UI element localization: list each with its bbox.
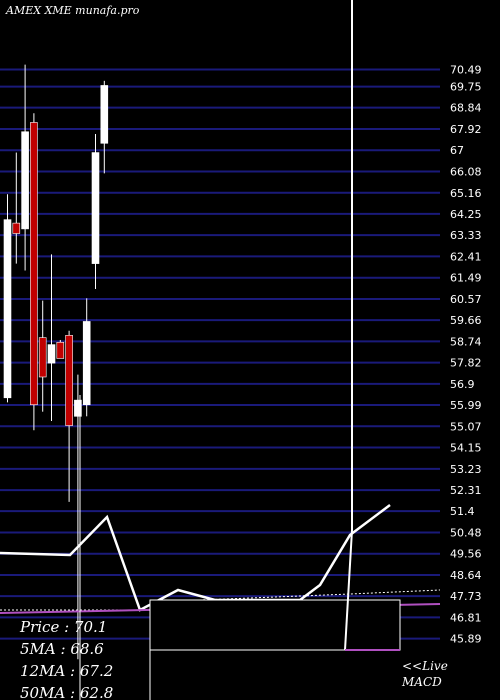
legend-item-50ma: 50MA : 62.8	[20, 684, 113, 700]
macd-label-line: MACD	[401, 675, 442, 689]
candle-body	[21, 131, 29, 230]
tick-label: 49.56	[450, 548, 482, 561]
macd-line	[0, 504, 391, 612]
candle-body	[65, 335, 73, 426]
tick-label: 59.66	[450, 314, 482, 327]
candle-body	[30, 122, 38, 406]
ma-legend: Price : 70.1 5MA : 68.6 12MA : 67.2 50MA : …	[19, 618, 113, 700]
legend-item-12ma: 12MA : 67.2	[20, 662, 113, 680]
tick-label: 51.4	[450, 505, 475, 518]
candle-body	[12, 222, 21, 234]
tick-label: 70.49	[450, 63, 482, 76]
price-axis: 70.49 69.75 68.84 67.92 67 66.08 65.16 64.25 63.…	[450, 63, 482, 645]
legend-item-price: Price : 70.1	[19, 618, 107, 636]
candle-body	[91, 152, 100, 264]
candle-body	[100, 85, 109, 144]
tick-label: 52.31	[450, 484, 482, 497]
tick-label: 56.9	[450, 378, 475, 391]
tick-label: 54.15	[450, 442, 482, 455]
macd-label-line: <<Live	[402, 659, 448, 673]
macd-box	[149, 599, 401, 651]
tick-label: 67.92	[450, 123, 482, 136]
candle-body	[82, 321, 91, 406]
tick-label: 53.23	[450, 463, 482, 476]
tick-label: 57.82	[450, 357, 482, 370]
gridlines	[0, 68, 440, 640]
tick-label: 60.57	[450, 293, 482, 306]
tick-label: 45.89	[450, 633, 482, 646]
tick-label: 46.81	[450, 611, 482, 624]
tick-label: 64.25	[450, 208, 482, 221]
tick-label: 48.64	[450, 569, 482, 582]
candlesticks	[3, 64, 109, 660]
tick-label: 68.84	[450, 102, 482, 115]
tick-label: 67	[450, 144, 464, 157]
candle-body	[56, 341, 65, 359]
candle-body	[47, 344, 56, 364]
legend-item-5ma: 5MA : 68.6	[20, 640, 104, 658]
macd-panel	[0, 0, 441, 700]
tick-label: 58.74	[450, 335, 482, 348]
tick-label: 47.73	[450, 590, 482, 603]
live-line	[344, 0, 353, 651]
tick-label: 66.08	[450, 166, 482, 179]
candle-body	[3, 219, 12, 399]
macd-label: <<Live MACD	[401, 659, 448, 689]
candle-body	[38, 337, 47, 378]
tick-label: 55.07	[450, 420, 482, 433]
tick-label: 65.16	[450, 187, 482, 200]
tick-label: 61.49	[450, 272, 482, 285]
tick-label: 50.48	[450, 526, 482, 539]
tick-label: 62.41	[450, 250, 482, 263]
tick-label: 69.75	[450, 81, 482, 94]
tick-label: 55.99	[450, 399, 482, 412]
candle-body	[74, 399, 82, 417]
chart-title: AMEX XME munafa.pro	[5, 4, 140, 17]
tick-label: 63.33	[450, 229, 482, 242]
